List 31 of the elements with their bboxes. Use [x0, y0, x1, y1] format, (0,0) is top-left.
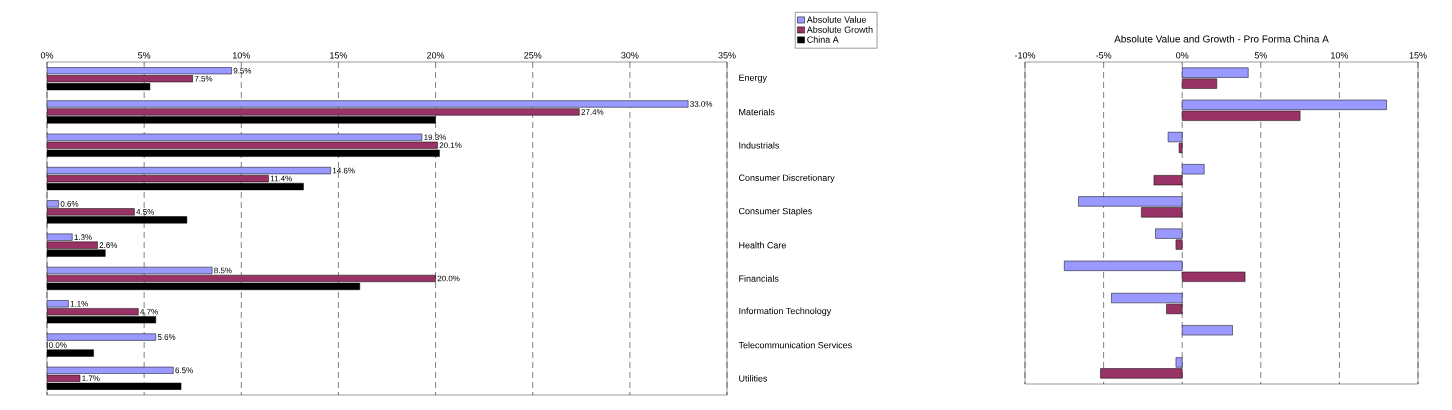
x-tick-label: -10%: [1014, 52, 1036, 59]
x-tick-label: 15%: [1409, 52, 1427, 59]
y-tick-label: Materials: [739, 108, 775, 116]
y-tick-label: Financials: [739, 275, 779, 282]
y-tick-label: Consumer Staples: [738, 207, 812, 217]
x-tick-label: 0%: [40, 52, 54, 59]
x-tick-label: 15%: [330, 52, 348, 59]
x-tick-label: 30%: [621, 52, 639, 59]
x-tick-label: 10%: [1331, 52, 1349, 59]
x-tick-label: 25%: [524, 52, 542, 59]
bar: [1181, 325, 1233, 336]
legend-label: Absolute Growth: [806, 26, 873, 33]
x-tick-label: -5%: [1096, 52, 1112, 59]
x-tick-label: 10%: [233, 52, 250, 59]
y-tick-label: Health Care: [739, 241, 786, 249]
y-tick-label: Telecommunication Services: [738, 341, 852, 349]
legend-label: China A: [807, 36, 839, 43]
legend-label: Absolute Value: [806, 16, 867, 23]
x-tick-label: 35%: [718, 52, 736, 59]
y-tick-label: Utilities: [739, 375, 768, 382]
y-tick-label: Industrials: [739, 141, 780, 149]
y-tick-label: Consumer Discretionary: [738, 174, 835, 183]
x-tick-label: 0%: [1176, 52, 1189, 59]
bar: [47, 100, 689, 108]
y-tick-label: Energy: [739, 74, 767, 83]
x-tick-label: 5%: [1254, 52, 1267, 59]
x-tick-label: 20%: [427, 52, 445, 59]
y-tick-label: Information Technology: [739, 307, 832, 316]
chart-title: Absolute Value and Growth - Pro Forma China A: [1114, 35, 1329, 43]
bar: [47, 108, 580, 116]
x-tick-label: 5%: [138, 52, 151, 59]
